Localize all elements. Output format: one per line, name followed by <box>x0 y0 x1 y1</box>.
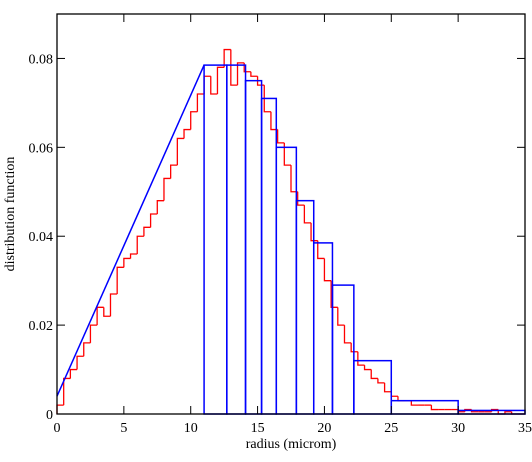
x-tick-label: 25 <box>384 421 398 436</box>
step-segment <box>377 378 385 384</box>
step-segment <box>236 62 245 86</box>
x-tick-label: 10 <box>184 421 198 436</box>
step-segment <box>270 111 278 131</box>
step-segment <box>363 365 372 371</box>
step-segment <box>203 75 211 94</box>
step-segment <box>170 164 178 179</box>
x-tick-label: 5 <box>120 421 127 436</box>
step-segment <box>69 368 78 379</box>
bar <box>244 79 263 415</box>
step-segment <box>89 324 98 343</box>
step-segment <box>216 66 225 94</box>
step-segment <box>297 191 305 206</box>
step-segment <box>56 404 64 414</box>
step-segment <box>123 257 131 268</box>
step-segment <box>129 253 138 259</box>
x-tick-label: 0 <box>54 421 61 436</box>
step-segment <box>149 213 158 228</box>
y-tick-label: 0.02 <box>29 319 54 334</box>
bar <box>275 146 298 415</box>
step-segment <box>343 325 352 344</box>
step-segment <box>96 306 104 326</box>
step-segment <box>317 240 325 260</box>
step-segment <box>63 377 71 406</box>
step-segment <box>196 93 205 112</box>
step-segment <box>330 280 338 308</box>
plot-frame <box>56 13 526 415</box>
step-segment <box>410 400 419 406</box>
step-segment <box>383 382 392 393</box>
step-segment <box>190 111 198 130</box>
step-segment <box>230 49 238 86</box>
step-segment <box>290 165 298 193</box>
step-segment <box>136 235 144 254</box>
x-tick-label: 30 <box>451 421 465 436</box>
step-segment <box>116 266 124 294</box>
step-segment <box>109 293 118 317</box>
step-segment <box>337 307 345 326</box>
step-segment <box>83 342 91 357</box>
step-segment <box>176 137 185 166</box>
x-tick-label: 20 <box>317 421 331 436</box>
step-segment <box>310 222 318 242</box>
x-tick-label: 35 <box>518 421 532 436</box>
y-tick-label: 0 <box>46 408 53 423</box>
step-segment <box>263 85 271 113</box>
step-segment <box>390 391 398 397</box>
step-segment <box>350 342 358 353</box>
y-tick-label: 0.04 <box>29 230 54 245</box>
step-segment <box>143 226 151 237</box>
step-segment <box>183 128 191 139</box>
step-segment <box>210 76 218 95</box>
y-tick-label: 0.08 <box>29 52 54 67</box>
step-segment <box>370 369 378 380</box>
x-axis-label: radius (microm) <box>246 437 337 452</box>
step-segment <box>357 351 365 366</box>
step-segment <box>156 200 164 214</box>
step-segment <box>223 48 231 68</box>
step-segment <box>250 71 258 77</box>
bar <box>260 97 278 415</box>
bar <box>203 64 228 415</box>
step-segment <box>283 142 291 166</box>
step-segment <box>303 205 312 224</box>
step-segment <box>276 129 285 144</box>
step-segment <box>103 307 111 317</box>
bar <box>226 64 247 415</box>
y-tick-label: 0.06 <box>29 141 54 156</box>
x-tick-label: 15 <box>251 421 265 436</box>
step-segment <box>76 355 84 370</box>
bar <box>312 242 334 415</box>
fit-line <box>56 64 205 397</box>
step-segment <box>323 258 332 282</box>
bar <box>390 399 459 415</box>
step-segment <box>163 177 171 201</box>
y-axis-label: distribution function <box>3 157 18 272</box>
step-segment <box>430 405 439 411</box>
bar <box>353 359 393 415</box>
